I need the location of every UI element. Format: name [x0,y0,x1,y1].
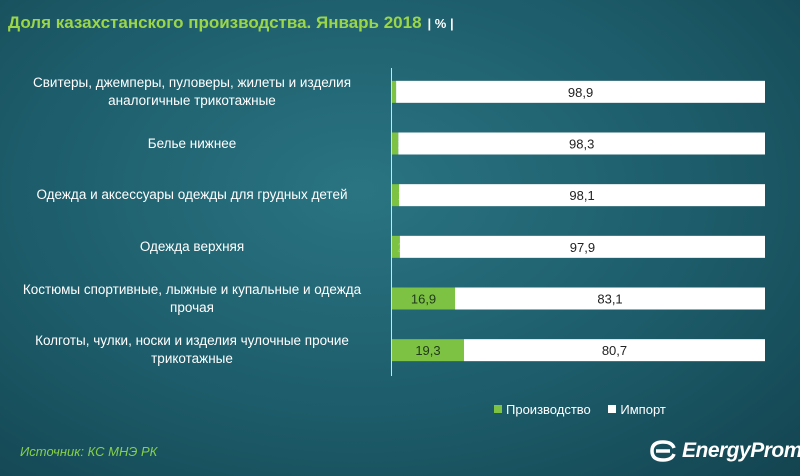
legend-swatch-production [494,405,502,413]
chart-title: Доля казахстанского производства. Январь… [8,13,422,32]
logo: EnergyProm [648,438,800,464]
data-label-import-4: 97,9 [570,240,595,255]
category-label-5: Костюмы спортивные, лыжные и купальные и… [22,281,362,315]
bar-production-4 [392,235,400,258]
data-label-import-2: 98,3 [569,137,594,152]
legend-item-import: Импорт [608,402,666,417]
data-label-import-5: 83,1 [597,292,622,307]
category-label-6: Колготы, чулки, носки и изделия чулочные… [35,333,349,367]
bar-production-5 [392,287,456,310]
bar-import-3 [399,184,765,207]
legend-item-production: Производство [494,402,591,417]
bar-import-5 [455,287,765,310]
category-label-4: Одежда верхняя [139,238,245,254]
bar-production-3 [392,184,400,207]
data-label-import-1: 98,9 [568,85,593,100]
bar-production-6 [392,339,464,362]
source-note: Источник: КС МНЭ РК [20,444,158,459]
data-label-import-3: 98,1 [569,188,594,203]
legend-swatch-import [608,405,617,413]
chart-unit: | % | [427,16,454,31]
bar-production-1 [392,80,397,103]
legend-label-import: Импорт [620,402,666,417]
category-label-3: Одежда и аксессуары одежды для грудных д… [36,187,348,203]
chart-header: Доля казахстанского производства. Январь… [8,13,454,33]
data-label-production-6: 19,3 [415,343,440,358]
legend: Производство Импорт [494,402,680,417]
energyprom-logo-icon [650,440,676,462]
data-label-production-5: 16,9 [411,292,436,307]
legend-label-production: Производство [506,402,591,417]
bar-import-2 [398,132,765,155]
bar-import-1 [396,80,765,103]
logo-text: EnergyProm [682,439,800,462]
bar-production-2 [392,132,399,155]
bar-import-4 [399,235,765,258]
category-label-2: Белье нижнее [147,135,237,151]
data-label-import-6: 80,7 [602,343,627,358]
bar-import-6 [463,339,765,362]
category-label-1: Свитеры, джемперы, пуловеры, жилеты и из… [32,74,352,108]
